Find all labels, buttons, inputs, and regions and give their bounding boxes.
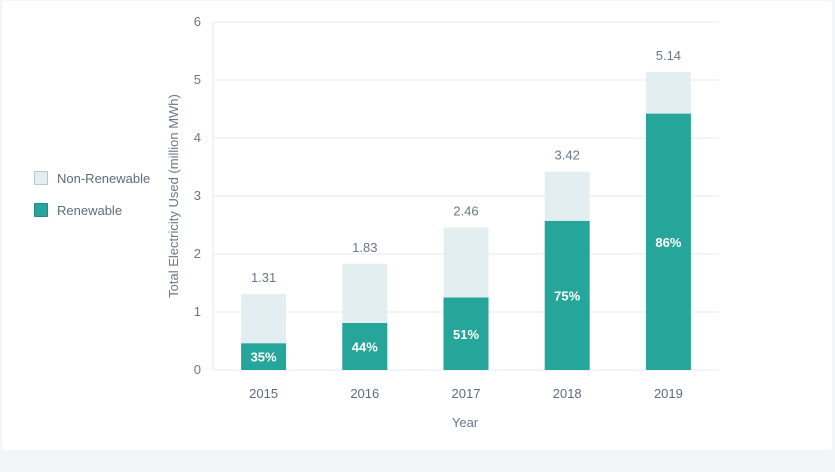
bar-non-renewable-2017[interactable] xyxy=(443,227,489,298)
x-tick-label: 2019 xyxy=(654,386,683,401)
chart-card xyxy=(2,1,832,450)
bar-renewable-2018[interactable] xyxy=(544,220,590,370)
bar-non-renewable-2019[interactable] xyxy=(645,71,691,114)
bar-renewable-2017[interactable] xyxy=(443,297,489,371)
total-value-label: 2.46 xyxy=(453,203,478,218)
legend-swatch-non-renewable xyxy=(34,171,48,185)
y-tick-label: 0 xyxy=(194,362,201,377)
bar-renewable-2016[interactable] xyxy=(342,323,388,370)
bars: 35% 1.31 44% 1.83 51% 2.46 75% 3.42 86% 5.14 xyxy=(241,48,691,370)
x-tick-label: 2016 xyxy=(350,386,379,401)
x-tick-label: 2018 xyxy=(553,386,582,401)
renewable-share-label: 51% xyxy=(453,327,479,342)
legend-item-renewable[interactable]: Renewable xyxy=(34,202,150,218)
x-axis-title: Year xyxy=(452,415,479,430)
total-value-label: 1.83 xyxy=(352,240,377,255)
y-tick-label: 5 xyxy=(194,72,201,87)
bar-renewable-2019[interactable] xyxy=(645,113,691,370)
x-tick-label: 2015 xyxy=(249,386,278,401)
total-value-label: 1.31 xyxy=(251,270,276,285)
legend-label-non-renewable: Non-Renewable xyxy=(57,170,151,186)
bar-non-renewable-2018[interactable] xyxy=(544,171,590,221)
legend: Non-Renewable Renewable xyxy=(34,170,150,234)
bar-non-renewable-2016[interactable] xyxy=(342,263,388,324)
y-tick-label: 6 xyxy=(194,14,201,29)
legend-item-non-renewable[interactable]: Non-Renewable xyxy=(34,170,150,186)
legend-label-renewable: Renewable xyxy=(57,202,123,218)
x-axis: 2015 2016 2017 2018 2019 xyxy=(249,386,683,401)
y-axis-title: Total Electricity Used (million MWh) xyxy=(166,94,181,298)
y-tick-label: 3 xyxy=(194,188,201,203)
x-tick-label: 2017 xyxy=(452,386,481,401)
total-value-label: 5.14 xyxy=(656,48,681,63)
y-tick-label: 4 xyxy=(194,130,201,145)
renewable-share-label: 86% xyxy=(655,235,681,250)
renewable-share-label: 75% xyxy=(554,288,580,303)
bar-non-renewable-2015[interactable] xyxy=(241,294,287,344)
bar-renewable-2015[interactable] xyxy=(241,343,287,370)
renewable-share-label: 35% xyxy=(251,350,277,365)
y-axis: 0 1 2 3 4 5 6 xyxy=(194,14,201,377)
y-tick-label: 2 xyxy=(194,246,201,261)
total-value-label: 3.42 xyxy=(555,148,580,163)
y-tick-label: 1 xyxy=(194,304,201,319)
legend-swatch-renewable xyxy=(34,203,48,217)
renewable-share-label: 44% xyxy=(352,340,378,355)
